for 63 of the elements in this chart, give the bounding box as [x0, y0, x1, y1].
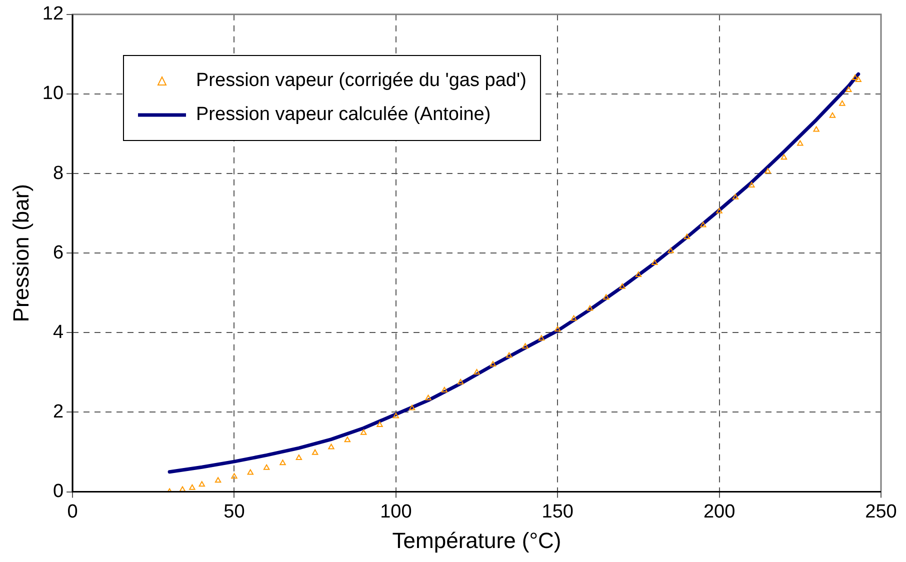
point — [458, 378, 464, 384]
x-axis-title: Température (°C) — [392, 528, 562, 553]
point — [780, 154, 788, 160]
point — [813, 126, 820, 132]
y-axis-title: Pression (bar) — [8, 184, 34, 322]
point — [635, 271, 642, 277]
point — [376, 421, 383, 427]
point — [263, 464, 270, 470]
point — [360, 429, 367, 435]
point — [668, 248, 674, 254]
point — [328, 444, 334, 450]
y-tick-label: 12 — [42, 4, 64, 25]
point — [732, 194, 739, 200]
point — [247, 469, 254, 475]
y-tick-label: 2 — [52, 401, 64, 422]
point — [764, 168, 771, 174]
x-tick-label: 250 — [865, 501, 897, 522]
point — [700, 222, 706, 228]
point — [603, 294, 610, 300]
point — [829, 112, 836, 118]
point — [652, 260, 658, 266]
point — [214, 477, 222, 483]
point — [344, 436, 351, 442]
point — [619, 283, 626, 289]
point — [852, 74, 858, 80]
point — [506, 352, 512, 358]
point — [231, 473, 238, 479]
x-tick-label: 0 — [67, 501, 78, 522]
y-tick-label: 6 — [52, 242, 64, 264]
legend-label: Pression vapeur (corrigée du 'gas pad') — [196, 70, 526, 91]
legend-label: Pression vapeur calculée (Antoine) — [196, 104, 491, 125]
point — [538, 335, 545, 341]
point — [198, 481, 205, 487]
point — [392, 412, 400, 418]
point — [797, 140, 804, 146]
y-tick-label: 4 — [52, 322, 64, 343]
point — [839, 100, 846, 106]
y-tick-label: 8 — [52, 162, 64, 184]
point — [474, 368, 480, 374]
point — [425, 394, 432, 400]
point — [441, 386, 448, 392]
point — [716, 208, 722, 214]
point — [189, 484, 196, 490]
x-tick-label: 50 — [224, 501, 245, 522]
x-tick-label: 200 — [703, 501, 736, 522]
point — [570, 315, 577, 321]
point — [408, 404, 416, 410]
point — [280, 460, 286, 466]
point — [179, 486, 186, 492]
x-tick-label: 150 — [542, 501, 574, 522]
point — [846, 86, 852, 92]
x-tick-label: 100 — [380, 501, 412, 522]
y-tick-label: 0 — [52, 481, 64, 502]
point — [684, 234, 690, 240]
point — [296, 454, 302, 460]
point — [748, 182, 755, 188]
point — [586, 305, 594, 311]
point — [490, 360, 496, 366]
point — [312, 449, 318, 455]
point — [554, 326, 561, 332]
point — [522, 343, 528, 349]
y-tick-label: 10 — [42, 83, 64, 104]
point — [855, 76, 862, 82]
